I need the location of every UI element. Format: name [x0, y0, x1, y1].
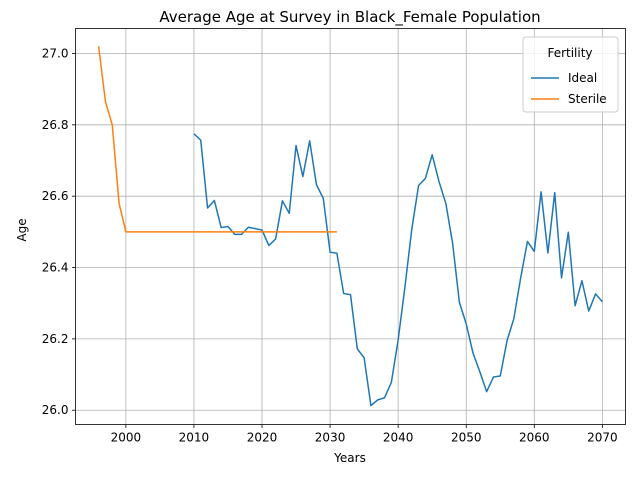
y-tick-label: 26.8 — [42, 118, 69, 132]
x-tick-label: 2060 — [519, 431, 550, 445]
legend-box — [522, 36, 619, 113]
series-line-sterile — [97, 46, 337, 233]
y-tick-label: 27.0 — [42, 46, 69, 60]
plot-frame — [75, 28, 626, 425]
x-tick-label: 2050 — [451, 431, 482, 445]
legend-title: Fertility — [547, 46, 592, 60]
legend-label-sterile: Sterile — [568, 92, 607, 106]
x-tick-label: 2020 — [247, 431, 278, 445]
x-tick-label: 2030 — [315, 431, 346, 445]
y-tick-label: 26.4 — [42, 261, 69, 275]
y-axis-ticks: 26.0 26.2 26.4 26.6 26.8 27.0 — [42, 46, 76, 417]
y-tick-label: 26.2 — [42, 332, 69, 346]
x-axis-ticks: 2000 2010 2020 2030 2040 2050 2060 2070 — [111, 424, 618, 445]
y-tick-label: 26.0 — [42, 403, 69, 417]
legend: Fertility Ideal Sterile — [522, 36, 619, 113]
x-tick-label: 2000 — [111, 431, 142, 445]
x-axis-label: Years — [333, 451, 366, 465]
series-line-ideal — [193, 133, 603, 407]
y-axis-label: Age — [15, 218, 29, 241]
legend-label-ideal: Ideal — [568, 71, 597, 85]
x-tick-label: 2010 — [179, 431, 210, 445]
y-tick-label: 26.6 — [42, 189, 69, 203]
x-tick-label: 2070 — [587, 431, 618, 445]
chart-title: Average Age at Survey in Black_Female Po… — [159, 8, 540, 27]
x-tick-label: 2040 — [383, 431, 414, 445]
series-layer — [97, 46, 603, 407]
